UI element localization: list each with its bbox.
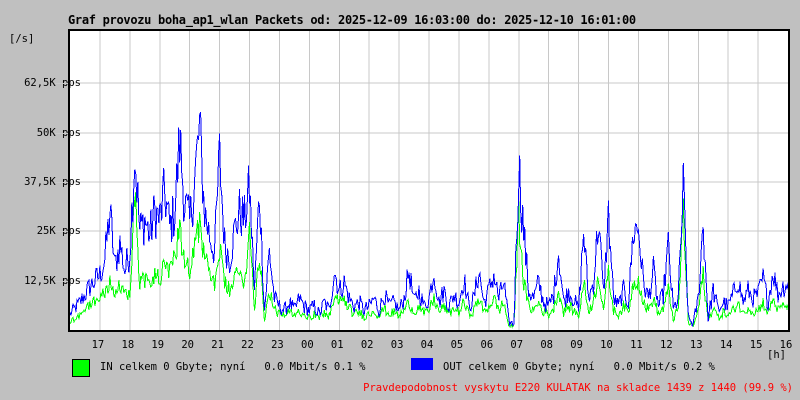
y-axis-tick: [55, 231, 68, 232]
legend-out-label: OUT celkem 0 Gbyte; nyní 0.0 Mbit/s 0.2 …: [443, 361, 715, 373]
x-axis-tick-label: 23: [271, 339, 284, 351]
x-axis-tick-label: 22: [241, 339, 254, 351]
y-axis-tick-label: 37,5K pps: [24, 176, 81, 189]
x-axis-tick-label: 07: [510, 339, 524, 351]
graph-title: Graf provozu boha_ap1_wlan Packets od: 2…: [68, 13, 636, 27]
x-axis-tick-label: 19: [151, 339, 165, 351]
availability-note: Pravdepodobnost vyskytu E220 KULATAK na …: [363, 382, 793, 394]
plot-area: [68, 29, 790, 332]
y-axis-tick: [55, 133, 68, 134]
legend-in-swatch: [72, 359, 90, 377]
x-axis-tick-label: 09: [570, 339, 583, 351]
y-axis-tick-label: 12,5K pps: [24, 274, 81, 287]
x-axis-tick-label: 08: [540, 339, 553, 351]
y-axis-tick: [55, 83, 68, 84]
x-axis-tick-label: 11: [630, 339, 643, 351]
y-axis-tick-label: 25K pps: [36, 225, 81, 238]
x-axis-tick-label: 13: [689, 339, 703, 351]
legend-out-swatch: [411, 358, 433, 370]
x-axis-tick-label: 18: [121, 339, 135, 351]
x-axis-tick-label: 10: [600, 339, 613, 351]
traffic-chart: [69, 31, 789, 330]
x-axis-tick-label: 17: [91, 339, 105, 351]
x-axis-tick-label: 21: [211, 339, 224, 351]
x-axis-tick-label: 04: [420, 339, 434, 351]
out-traffic-line: [69, 111, 789, 327]
legend-in-label: IN celkem 0 Gbyte; nyní 0.0 Mbit/s 0.1 %: [100, 361, 366, 373]
x-axis-tick-label: 02: [360, 339, 374, 351]
x-axis-tick-label: 15: [749, 339, 763, 351]
x-axis-tick-label: 01: [330, 339, 344, 351]
y-axis-tick: [55, 281, 68, 282]
x-axis-tick-label: 00: [301, 339, 314, 351]
y-axis-tick: [55, 182, 68, 183]
x-axis-tick-label: 12: [660, 339, 673, 351]
x-axis-tick-label: 06: [480, 339, 494, 351]
x-axis-tick-label: 14: [719, 339, 733, 351]
x-axis-tick-label: 03: [390, 339, 404, 351]
in-traffic-line: [69, 191, 789, 329]
x-axis-tick-label: 16: [779, 339, 793, 351]
y-axis-tick-label: 50K pps: [36, 126, 81, 139]
x-axis-tick-label: 05: [450, 339, 464, 351]
x-axis-tick-label: 20: [181, 339, 194, 351]
x-axis-unit-label: [h]: [767, 349, 786, 361]
y-axis-unit-label: [/s]: [9, 33, 35, 45]
y-axis-tick-label: 62,5K pps: [24, 77, 81, 90]
